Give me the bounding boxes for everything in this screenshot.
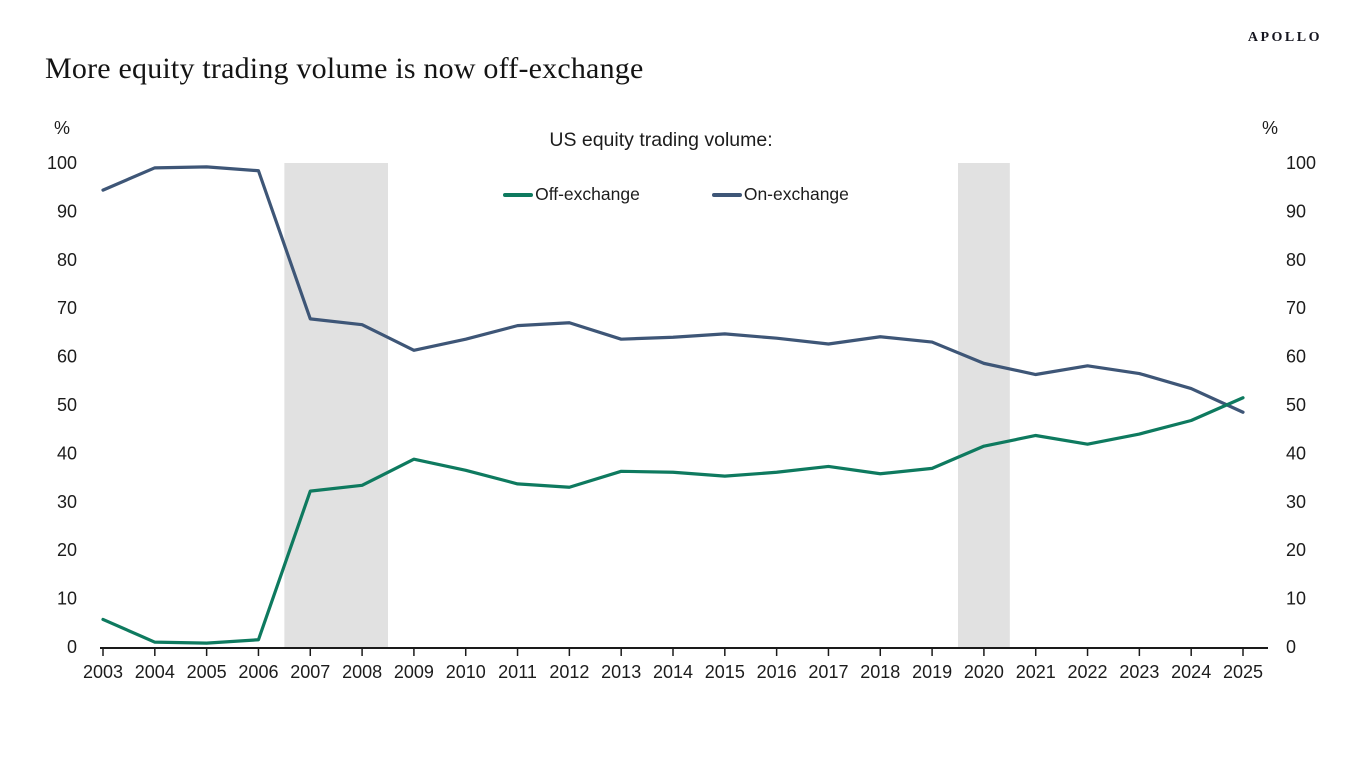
y-axis-label-left: 70 (57, 298, 77, 318)
y-axis-label-right: 50 (1286, 395, 1306, 415)
y-axis-label-right: 10 (1286, 589, 1306, 609)
x-axis-label: 2006 (238, 662, 278, 682)
legend-label-on-exchange: On-exchange (743, 184, 849, 204)
x-axis-label: 2020 (964, 662, 1004, 682)
y-axis-label-left: 30 (57, 492, 77, 512)
y-axis-label-right: 0 (1286, 637, 1296, 657)
x-axis-label: 2009 (394, 662, 434, 682)
y-axis-label-right: 40 (1286, 443, 1306, 463)
y-axis-label-left: 40 (57, 443, 77, 463)
y-axis-label-right: 20 (1286, 540, 1306, 560)
legend-item-off-exchange: Off-exchange (503, 184, 640, 205)
off-exchange-line-swatch (503, 192, 534, 197)
x-axis-label: 2003 (83, 662, 123, 682)
y-axis-unit-left: % (54, 118, 70, 138)
x-axis-label: 2019 (912, 662, 952, 682)
x-axis-label: 2014 (653, 662, 693, 682)
on-exchange-line (101, 165, 1245, 414)
y-axis-label-left: 10 (57, 589, 77, 609)
on-exchange-line-swatch (711, 192, 742, 197)
y-axis-label-right: 100 (1286, 153, 1316, 173)
y-axis-label-right: 90 (1286, 201, 1306, 221)
x-axis-label: 2012 (549, 662, 589, 682)
legend-label-off-exchange: Off-exchange (535, 184, 640, 204)
y-axis-label-right: 60 (1286, 347, 1306, 367)
x-axis-label: 2011 (498, 662, 537, 682)
x-axis-label: 2017 (808, 662, 848, 682)
recession-band (284, 163, 388, 648)
y-axis-label-right: 30 (1286, 492, 1306, 512)
y-axis-label-left: 100 (47, 153, 77, 173)
y-axis-label-right: 70 (1286, 298, 1306, 318)
x-axis-label: 2007 (290, 662, 330, 682)
off-exchange-line (101, 396, 1245, 645)
x-axis-label: 2023 (1119, 662, 1159, 682)
x-axis-label: 2008 (342, 662, 382, 682)
x-axis-label: 2013 (601, 662, 641, 682)
chart-title: US equity trading volume: (549, 129, 773, 151)
x-axis-label: 2005 (187, 662, 227, 682)
x-axis-label: 2004 (135, 662, 175, 682)
y-axis-label-left: 50 (57, 395, 77, 415)
x-axis-label: 2025 (1223, 662, 1263, 682)
legend-item-on-exchange: On-exchange (711, 184, 849, 205)
x-axis-label: 2022 (1068, 662, 1108, 682)
y-axis-label-left: 20 (57, 540, 77, 560)
x-axis-label: 2016 (757, 662, 797, 682)
y-axis-unit-right: % (1262, 118, 1278, 138)
x-axis-label: 2021 (1016, 662, 1056, 682)
x-axis-label: 2024 (1171, 662, 1211, 682)
y-axis-label-left: 60 (57, 347, 77, 367)
page-title: More equity trading volume is now off-ex… (45, 52, 644, 85)
y-axis-label-left: 0 (67, 637, 77, 657)
y-axis-label-right: 80 (1286, 250, 1306, 270)
x-axis-label: 2018 (860, 662, 900, 682)
legend: Off-exchange On-exchange (0, 184, 1352, 205)
recession-band (958, 163, 1010, 648)
y-axis-label-left: 80 (57, 250, 77, 270)
apollo-logo: APOLLO (1247, 30, 1322, 45)
y-axis-label-left: 90 (57, 201, 77, 221)
x-axis-label: 2010 (446, 662, 486, 682)
x-axis-label: 2015 (705, 662, 745, 682)
